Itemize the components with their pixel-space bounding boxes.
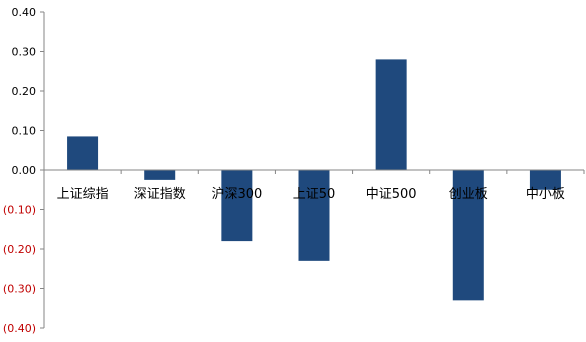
- bar-3: [221, 170, 253, 242]
- x-category-label: 上证50: [293, 187, 336, 202]
- y-tick-label: 0.00: [12, 164, 37, 177]
- x-axis: [44, 169, 585, 174]
- bar-5: [375, 59, 407, 170]
- y-axis: 0.40 0.30 0.20 0.10 0.00 (0.10) (0.20) (0.30) (0…: [3, 6, 45, 335]
- y-tick-label: 0.10: [12, 125, 37, 138]
- y-tick-label: 0.40: [12, 6, 37, 19]
- y-tick-label: (0.40): [3, 322, 36, 335]
- bar-2: [144, 170, 176, 180]
- x-category-label: 中证500: [366, 187, 417, 202]
- category-labels: 上证综指 深证指数 沪深300 上证50 中证500 创业板 中小板: [57, 186, 565, 202]
- y-tick-label: (0.10): [3, 204, 36, 217]
- y-tick-label: 0.30: [12, 46, 37, 59]
- x-category-label: 上证综指: [57, 187, 109, 202]
- x-category-label: 沪深300: [211, 186, 262, 202]
- bar-4: [298, 170, 330, 261]
- y-tick-label: 0.20: [12, 85, 37, 98]
- x-category-label: 创业板: [449, 187, 488, 202]
- x-category-label: 深证指数: [134, 187, 186, 202]
- y-tick-label: (0.30): [3, 283, 36, 296]
- bar-7: [529, 170, 561, 190]
- bars: [67, 59, 561, 301]
- x-category-label: 中小板: [526, 187, 565, 202]
- y-tick-label: (0.20): [3, 243, 36, 256]
- bar-1: [67, 136, 99, 170]
- bar-6: [452, 170, 484, 301]
